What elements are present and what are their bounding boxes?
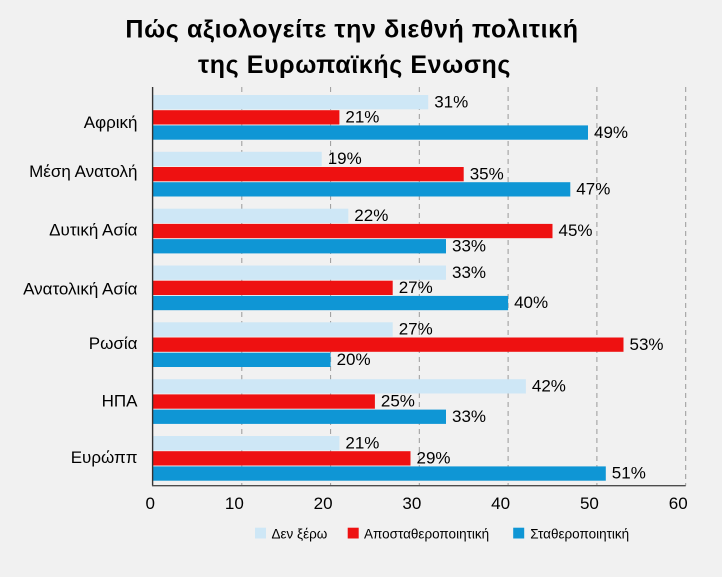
svg-text:Δεν ξέρω: Δεν ξέρω <box>272 526 328 541</box>
svg-text:33%: 33% <box>452 236 486 255</box>
svg-text:27%: 27% <box>399 320 433 339</box>
svg-text:Ευρώππ: Ευρώππ <box>71 448 138 467</box>
svg-text:21%: 21% <box>345 108 379 127</box>
svg-text:53%: 53% <box>630 335 664 354</box>
svg-text:47%: 47% <box>576 180 610 199</box>
svg-text:49%: 49% <box>594 123 628 142</box>
svg-text:Αφρική: Αφρική <box>84 113 138 132</box>
svg-text:25%: 25% <box>381 392 415 411</box>
svg-text:31%: 31% <box>434 92 468 111</box>
svg-text:20: 20 <box>314 494 333 513</box>
svg-text:Σταθεροποιητική: Σταθεροποιητική <box>530 526 629 541</box>
svg-text:42%: 42% <box>532 377 566 396</box>
svg-text:Ρωσία: Ρωσία <box>89 334 138 353</box>
svg-text:45%: 45% <box>559 221 593 240</box>
svg-text:33%: 33% <box>452 407 486 426</box>
svg-text:0: 0 <box>146 494 155 513</box>
svg-text:Ανατολική Ασία: Ανατολική Ασία <box>23 279 138 298</box>
svg-text:Μέση Ανατολή: Μέση Ανατολή <box>29 162 137 181</box>
svg-text:Δυτική Ασία: Δυτική Ασία <box>49 221 137 240</box>
svg-text:10: 10 <box>225 494 244 513</box>
svg-text:19%: 19% <box>328 149 362 168</box>
svg-text:ΗΠΑ: ΗΠΑ <box>102 392 139 411</box>
svg-text:27%: 27% <box>399 278 433 297</box>
svg-text:35%: 35% <box>470 164 504 183</box>
svg-text:50: 50 <box>580 494 599 513</box>
svg-text:Πώς αξιολογείτε την διεθνή πολ: Πώς αξιολογείτε την διεθνή πολιτική <box>125 15 578 43</box>
svg-text:40%: 40% <box>514 293 548 312</box>
svg-text:20%: 20% <box>337 350 371 369</box>
svg-text:22%: 22% <box>354 206 388 225</box>
svg-text:29%: 29% <box>417 449 451 468</box>
svg-text:60: 60 <box>669 494 688 513</box>
svg-text:33%: 33% <box>452 263 486 282</box>
svg-text:51%: 51% <box>612 464 646 483</box>
svg-text:30: 30 <box>402 494 421 513</box>
svg-text:21%: 21% <box>345 433 379 452</box>
svg-text:40: 40 <box>491 494 510 513</box>
svg-text:Αποσταθεροποιητική: Αποσταθεροποιητική <box>364 526 489 541</box>
svg-text:της Ευρωπαϊκής Ενωσης: της Ευρωπαϊκής Ενωσης <box>198 51 511 79</box>
